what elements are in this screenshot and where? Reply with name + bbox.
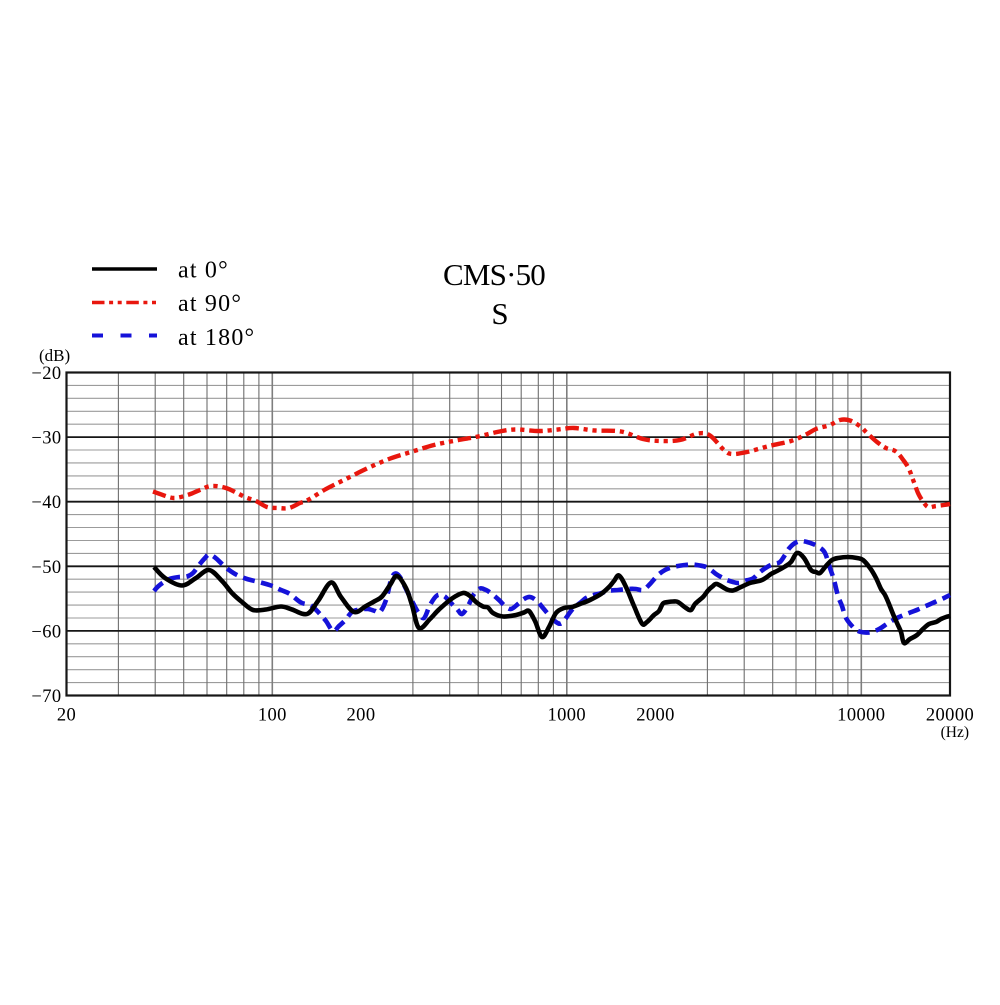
svg-text:20: 20 xyxy=(57,706,76,726)
svg-text:at 90°: at 90° xyxy=(178,291,242,317)
svg-text:CMS·50: CMS·50 xyxy=(443,257,545,292)
svg-text:at 180°: at 180° xyxy=(178,325,255,351)
svg-text:20000: 20000 xyxy=(926,706,974,726)
svg-text:100: 100 xyxy=(258,706,287,726)
svg-text:(Hz): (Hz) xyxy=(941,724,969,741)
svg-text:−60: −60 xyxy=(31,622,61,642)
svg-text:1000: 1000 xyxy=(547,706,586,726)
svg-text:at 0°: at 0° xyxy=(178,258,229,284)
svg-text:(dB): (dB) xyxy=(39,346,70,365)
svg-text:10000: 10000 xyxy=(837,706,885,726)
svg-text:200: 200 xyxy=(347,706,376,726)
svg-text:−30: −30 xyxy=(31,429,61,449)
svg-text:−70: −70 xyxy=(31,687,61,707)
svg-text:2000: 2000 xyxy=(636,706,675,726)
svg-text:S: S xyxy=(491,296,508,331)
svg-text:−20: −20 xyxy=(31,364,61,384)
svg-text:−50: −50 xyxy=(31,558,61,578)
svg-text:−40: −40 xyxy=(31,493,61,513)
